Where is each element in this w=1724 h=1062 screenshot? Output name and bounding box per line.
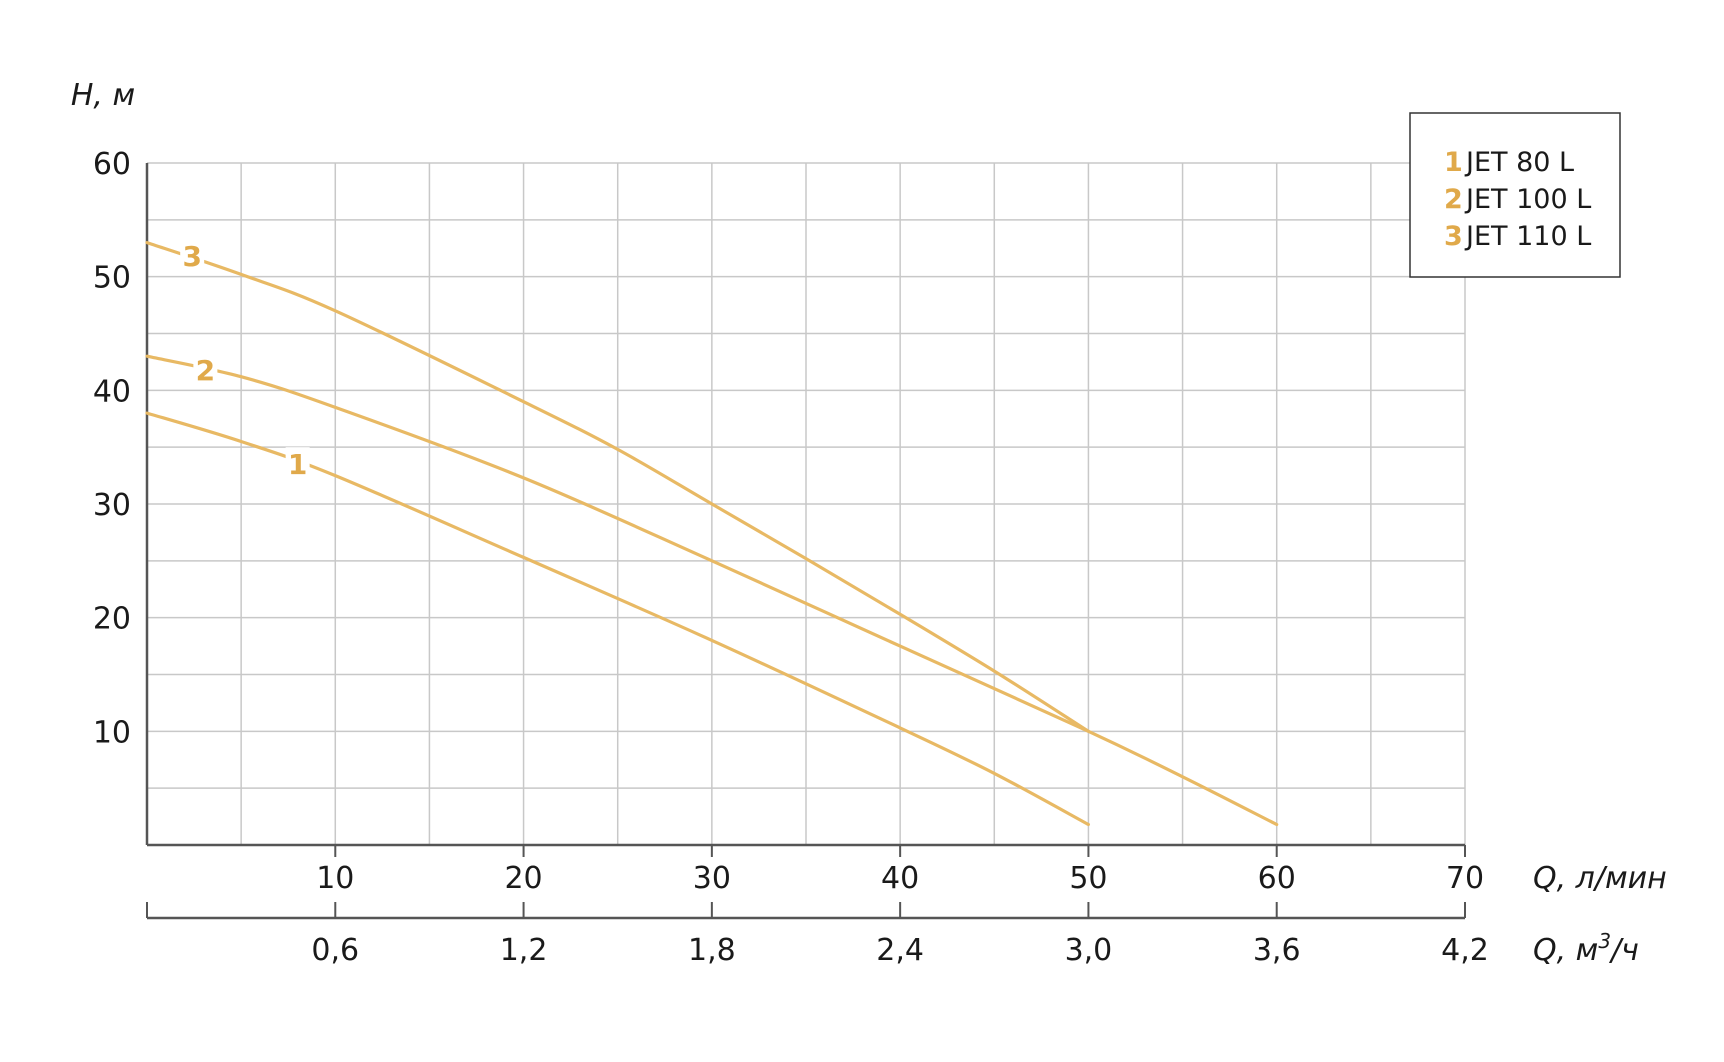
x-axis-title: Q, л/мин: [1533, 861, 1667, 896]
legend-entry-number: 1: [1444, 147, 1463, 178]
legend-entry-label: JET 110 L: [1464, 221, 1591, 252]
legend: 1 JET 80 L2 JET 100 L3 JET 110 L: [1409, 112, 1621, 278]
y-tick-label: 20: [93, 602, 131, 637]
legend-box: [1409, 112, 1621, 278]
x-tick-label: 40: [881, 861, 919, 896]
y-tick-label: 10: [93, 715, 131, 750]
x2-tick-label: 1,8: [688, 933, 736, 968]
x2-tick-label: 4,2: [1441, 933, 1489, 968]
y-tick-label: 50: [93, 261, 131, 296]
grid: [147, 162, 1466, 845]
x-tick-label: 20: [504, 861, 542, 896]
series-label-bg: [285, 447, 310, 482]
x-tick-label: 30: [693, 861, 731, 896]
x-tick-label: 50: [1069, 861, 1107, 896]
series-label-bg: [193, 352, 218, 387]
series-label-2: 2: [196, 354, 215, 387]
legend-entry-number: 3: [1444, 221, 1463, 252]
x-tick-label: 10: [316, 861, 354, 896]
x2-axis-title: Q, м3/ч: [1533, 929, 1639, 968]
x2-tick-label: 3,0: [1065, 933, 1113, 968]
y-tick-label: 30: [93, 488, 131, 523]
x2-tick-label: 1,2: [500, 933, 548, 968]
series-line-3: [145, 241, 1090, 733]
y-axis-title: H, м: [71, 78, 135, 113]
legend-entry-label: JET 100 L: [1464, 184, 1591, 215]
x-tick-label: 70: [1446, 861, 1484, 896]
y-tick-label: 60: [93, 147, 131, 182]
series-label-1: 1: [288, 448, 307, 481]
series: [145, 241, 1279, 827]
axes: 10 20 30 40 50 60 H, м 10 20 30 40 50 60 70 Q, л/мин 0,…: [71, 78, 1667, 968]
legend-entry-number: 2: [1444, 184, 1463, 215]
x2-tick-label: 3,6: [1253, 933, 1301, 968]
legend-entry-label: JET 80 L: [1464, 147, 1574, 178]
series-line-2: [145, 354, 1279, 827]
x2-tick-label: 2,4: [876, 933, 924, 968]
x2-tick-label: 0,6: [311, 933, 359, 968]
labels: 1 2 3: [180, 239, 310, 482]
x-tick-label: 60: [1258, 861, 1296, 896]
series-label-3: 3: [182, 240, 201, 273]
series-label-bg: [180, 239, 205, 274]
y-tick-label: 40: [93, 374, 131, 409]
series-line-1: [145, 411, 1090, 827]
